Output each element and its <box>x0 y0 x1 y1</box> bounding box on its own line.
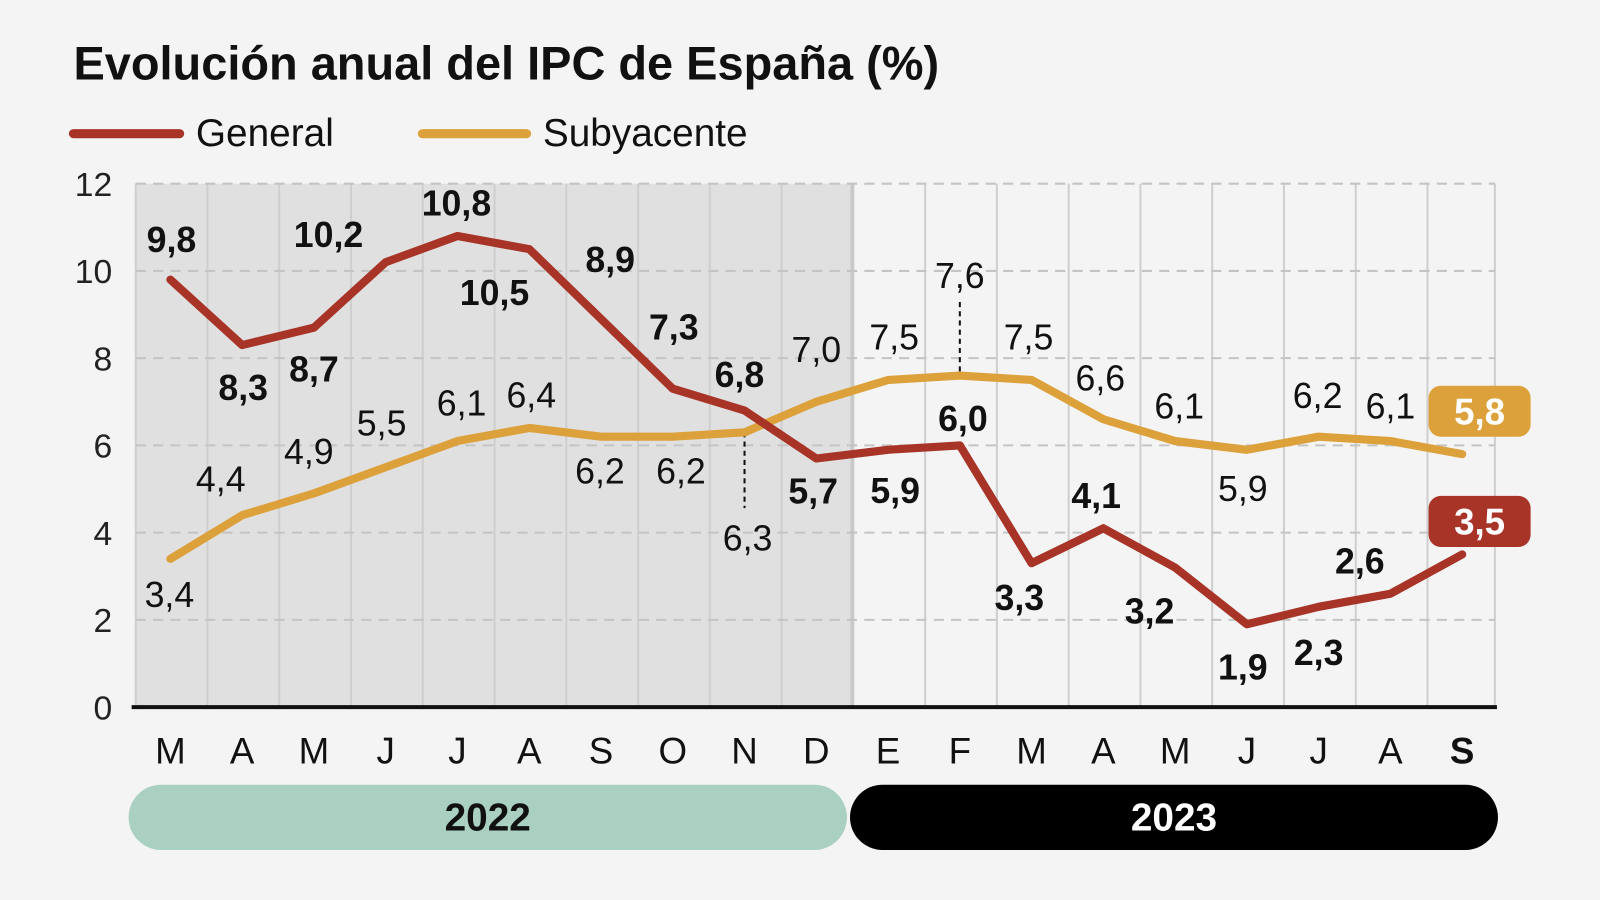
year-label: 2022 <box>445 797 531 840</box>
year-label: 2023 <box>1131 797 1217 840</box>
data-label: 9,8 <box>147 220 197 260</box>
data-label: 7,6 <box>935 256 985 296</box>
data-label: 6,3 <box>723 519 773 559</box>
chart-title: Evolución anual del IPC de España (%) <box>73 38 939 90</box>
y-tick-label: 8 <box>94 341 113 378</box>
x-tick-label: A <box>1378 730 1403 771</box>
data-label: 4,9 <box>284 432 334 472</box>
data-label: 7,0 <box>791 330 841 370</box>
x-tick-label: D <box>803 730 830 771</box>
y-tick-label: 10 <box>75 254 112 291</box>
x-tick-label: M <box>299 730 330 771</box>
x-tick-label: N <box>731 730 758 771</box>
legend: General Subyacente <box>68 112 748 155</box>
series-line-subyacente <box>166 371 1467 563</box>
x-tick-label: O <box>658 730 687 771</box>
data-label: 2,6 <box>1335 541 1385 581</box>
data-label: 8,3 <box>218 368 268 408</box>
data-label: 8,9 <box>585 240 635 280</box>
legend-label-general: General <box>196 112 334 155</box>
x-tick-label: J <box>1309 730 1327 771</box>
data-label: 7,5 <box>1004 317 1054 357</box>
data-label: 6,8 <box>715 355 765 395</box>
x-tick-label: E <box>876 730 901 771</box>
data-label: 10,2 <box>294 215 364 255</box>
x-tick-label: J <box>377 730 395 771</box>
data-label: 10,5 <box>460 273 529 313</box>
data-label: 2,3 <box>1294 633 1344 673</box>
y-tick-label: 2 <box>94 603 113 640</box>
data-label: 1,9 <box>1218 647 1268 687</box>
data-label: 6,0 <box>938 399 988 439</box>
data-label: 7,5 <box>869 317 919 357</box>
x-tick-label: M <box>1016 730 1047 771</box>
x-tick-label: J <box>448 730 466 771</box>
data-label: 6,1 <box>1366 387 1416 427</box>
y-tick-label: 6 <box>94 429 113 466</box>
legend-label-subyacente: Subyacente <box>543 112 748 155</box>
y-tick-label: 12 <box>75 167 112 204</box>
data-label: 5,9 <box>1218 469 1268 509</box>
data-label: 6,4 <box>506 376 556 416</box>
data-label: 8,7 <box>289 350 339 390</box>
data-label: 5,9 <box>870 471 920 511</box>
y-tick-label: 4 <box>94 516 113 553</box>
x-tick-label: A <box>1091 730 1116 771</box>
data-label: 4,1 <box>1071 476 1121 516</box>
data-label: 7,3 <box>649 308 699 348</box>
data-label: 6,6 <box>1075 359 1125 399</box>
data-label: 6,2 <box>656 452 706 492</box>
data-label: 5,8 <box>1454 391 1505 432</box>
data-label: 6,1 <box>1154 387 1204 427</box>
x-tick-label: M <box>1160 730 1191 771</box>
x-tick-label: A <box>517 730 542 771</box>
x-tick-label: M <box>155 730 186 771</box>
end-value-badge <box>1428 385 1531 437</box>
series-line-general <box>166 231 1467 629</box>
data-label: 6,2 <box>575 452 625 492</box>
data-label: 3,5 <box>1454 502 1505 543</box>
x-tick-label: S <box>1450 730 1475 771</box>
data-label: 5,5 <box>357 404 407 444</box>
end-value-badge <box>1428 495 1531 547</box>
x-tick-label: S <box>589 730 614 771</box>
data-label: 6,1 <box>437 384 487 424</box>
data-label: 3,4 <box>145 575 195 615</box>
data-label: 3,2 <box>1125 592 1175 632</box>
data-label: 3,3 <box>995 578 1045 618</box>
data-label: 4,4 <box>196 460 246 500</box>
y-tick-label: 0 <box>94 690 113 727</box>
x-tick-label: A <box>230 730 255 771</box>
year-band-2023 <box>850 784 1498 850</box>
data-label: 10,8 <box>422 184 491 224</box>
data-label: 5,7 <box>788 471 838 511</box>
year-band-2022 <box>128 784 847 850</box>
x-tick-label: J <box>1238 730 1256 771</box>
data-label: 6,2 <box>1293 376 1343 416</box>
x-tick-label: F <box>949 730 971 771</box>
